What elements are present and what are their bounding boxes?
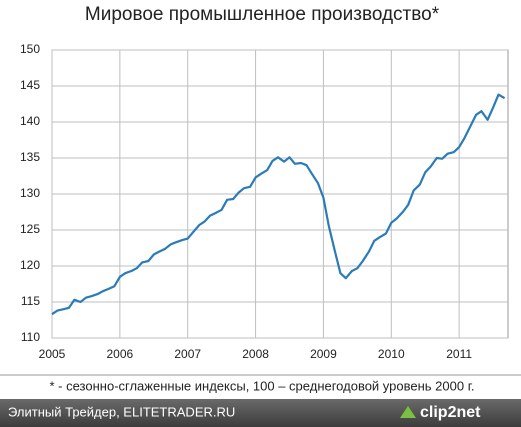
x-tick-label: 2010: [378, 347, 405, 361]
footer-logo: clip2net: [420, 404, 481, 421]
y-tick-label: 110: [21, 330, 40, 344]
x-tick-label: 2009: [310, 347, 337, 361]
data-line: [51, 93, 506, 316]
y-tick-label: 120: [20, 258, 40, 272]
chart-title: Мировое промышленное производство*: [85, 4, 440, 25]
y-tick-label: 135: [20, 150, 40, 164]
x-tick-label: 2007: [174, 347, 201, 361]
y-tick-label: 145: [20, 78, 40, 92]
y-tick-label: 115: [21, 294, 40, 308]
y-tick-label: 150: [20, 42, 40, 56]
logo-icon: [400, 406, 416, 418]
x-tick-label: 2011: [446, 347, 472, 361]
x-tick-label: 2005: [39, 347, 66, 361]
x-tick-label: 2006: [107, 347, 134, 361]
x-tick-label: 2008: [242, 347, 269, 361]
y-tick-label: 125: [20, 222, 40, 236]
footnote: * - сезонно-сглаженные индексы, 100 – ср…: [50, 378, 475, 393]
y-tick-label: 140: [20, 114, 40, 128]
footer-source: Элитный Трейдер, ELITETRADER.RU: [8, 404, 235, 419]
y-tick-label: 130: [20, 186, 40, 200]
footer-bar: [0, 399, 521, 427]
